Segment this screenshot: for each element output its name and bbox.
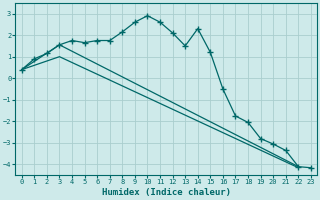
X-axis label: Humidex (Indice chaleur): Humidex (Indice chaleur) xyxy=(102,188,231,197)
